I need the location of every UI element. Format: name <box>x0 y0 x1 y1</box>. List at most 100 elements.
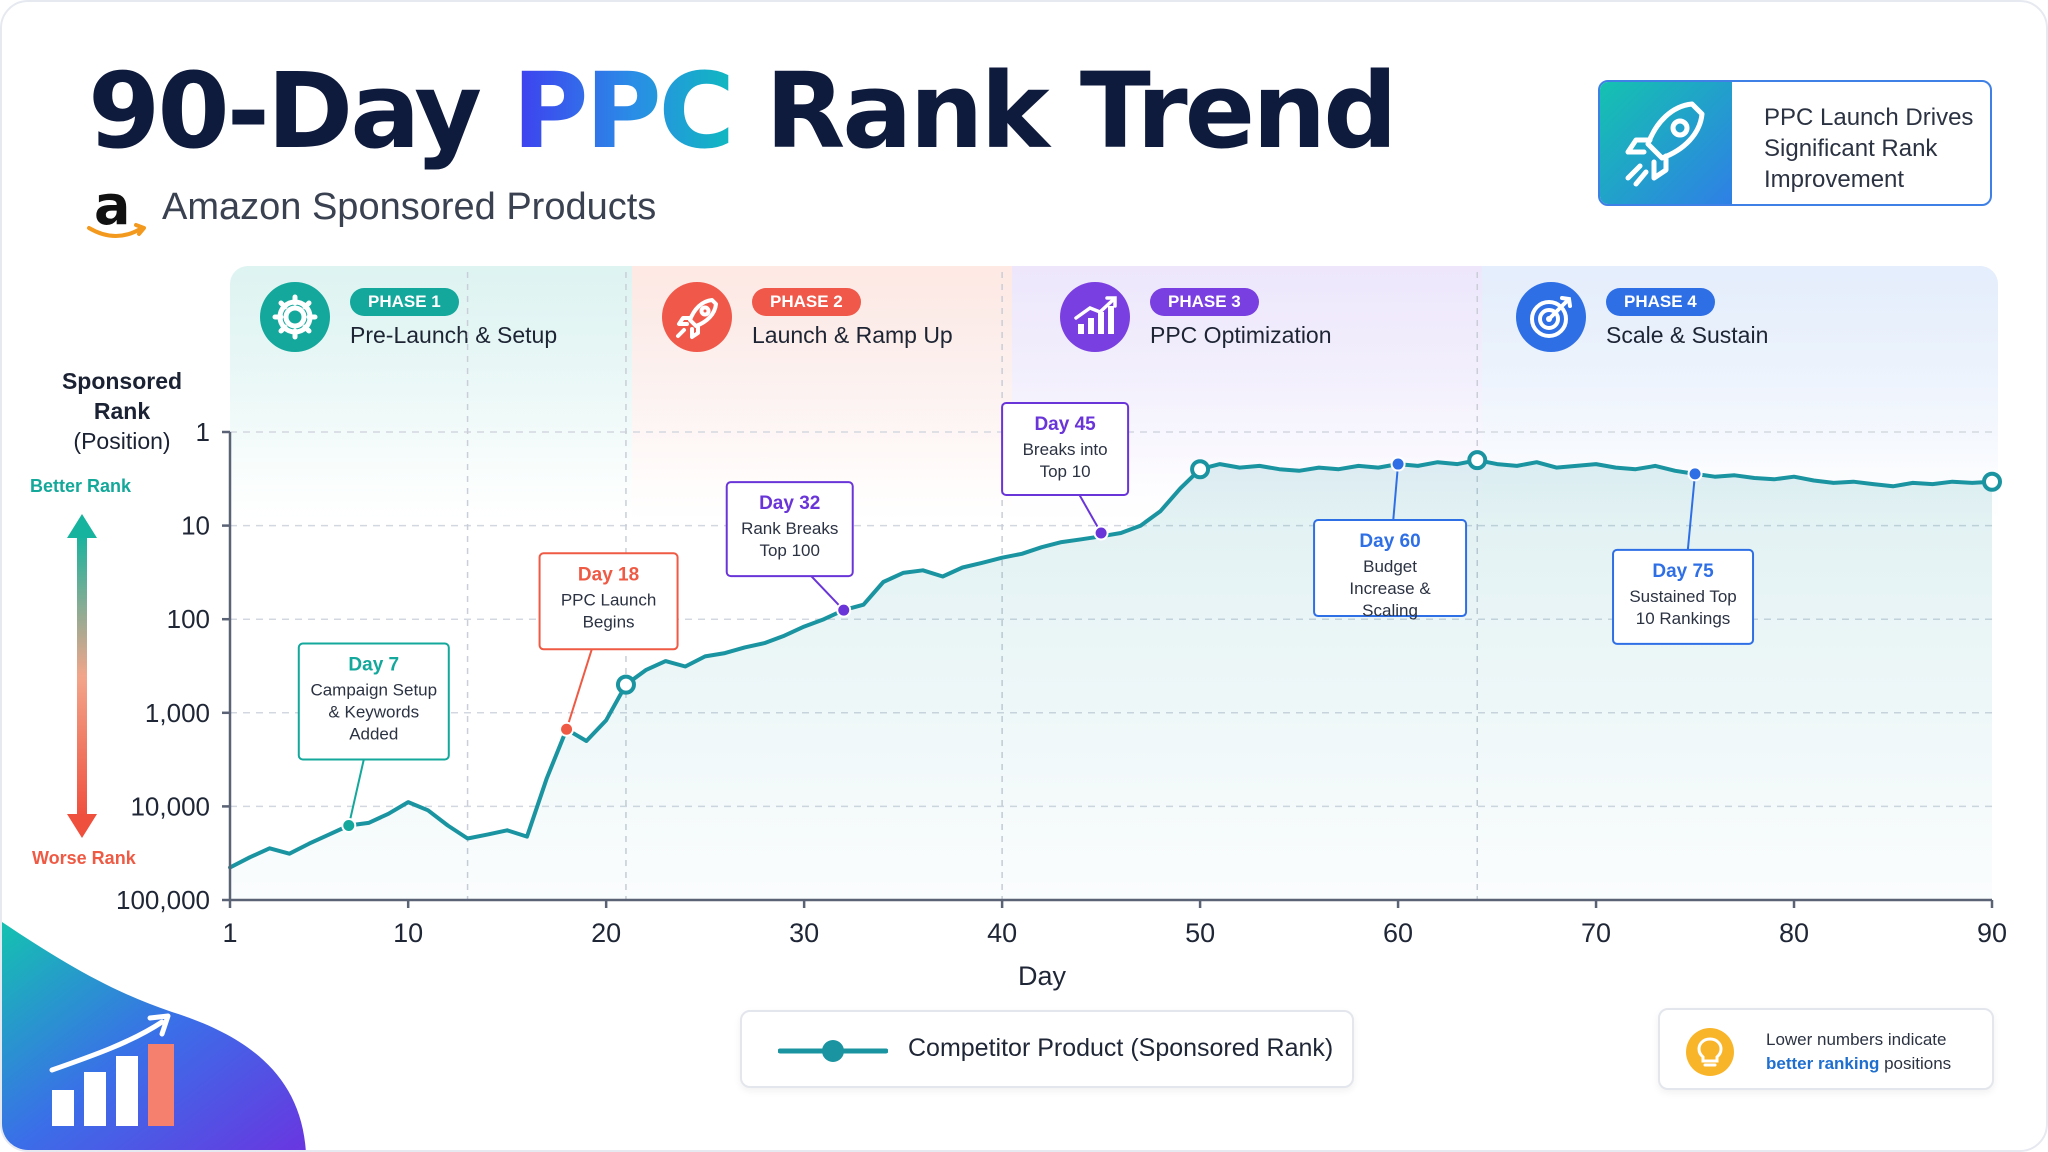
x-tick-label: 40 <box>987 918 1017 948</box>
note-pre: Lower numbers indicate <box>1766 1030 1947 1049</box>
x-tick-label: 20 <box>591 918 621 948</box>
y-axis-title: Sponsored Rank (Position) <box>32 366 212 456</box>
annotation-leader <box>1686 473 1697 550</box>
annotation-day-label: Day 7 <box>348 655 399 676</box>
annotation-text: Campaign Setup & Keywords Added <box>310 681 437 744</box>
phase-2-name: Launch & Ramp Up <box>752 322 953 348</box>
annotation-leader <box>810 575 845 611</box>
title-part-1: 90-Day <box>88 50 513 172</box>
annotation-text: Budget Increase & Scaling <box>1349 557 1431 620</box>
note-post: positions <box>1879 1054 1952 1073</box>
callout-box: PPC Launch Drives Significant Rank Impro… <box>1598 80 1992 206</box>
annotation-day-label: Day 45 <box>1034 414 1096 435</box>
x-tick-label: 60 <box>1383 918 1413 948</box>
annotation: Day 75 Sustained Top 10 Rankings <box>1612 466 1755 645</box>
annotation-day-label: Day 18 <box>578 564 639 585</box>
annotation-leader <box>347 759 365 826</box>
axes <box>228 432 1992 902</box>
rank-direction-arrow <box>67 514 97 838</box>
annotation-text: PPC Launch Begins <box>561 590 656 631</box>
annotation-box <box>725 481 854 578</box>
y-axis-title-sub: (Position) <box>73 428 171 454</box>
lightbulb-icon <box>1686 1028 1734 1076</box>
annotation-text: Breaks into Top 10 <box>1023 440 1108 481</box>
markers <box>615 450 2002 695</box>
y-tick-label: 1,000 <box>145 698 210 728</box>
x-ticks: 1 10 20 30 40 50 60 70 80 90 <box>222 900 2007 948</box>
annotation-point <box>1687 466 1703 482</box>
annotation-point <box>559 721 575 737</box>
annotation-day-label: Day 32 <box>759 493 820 514</box>
phase-1-badge: PHASE 1 <box>350 288 459 316</box>
x-axis-label: Day <box>1018 961 1067 991</box>
annotation: Day 45 Breaks into Top 10 <box>1001 402 1130 541</box>
phase-2-badge: PHASE 2 <box>752 288 861 316</box>
annotation: Day 60 Budget Increase & Scaling <box>1313 456 1468 620</box>
x-tick-label: 90 <box>1977 918 2007 948</box>
annotation-day-label: Day 75 <box>1652 561 1714 582</box>
data-point-marker <box>1190 459 1211 480</box>
phase-4-badge: PHASE 4 <box>1606 288 1715 316</box>
x-tick-label: 70 <box>1581 918 1611 948</box>
annotation: Day 32 Rank Breaks Top 100 <box>725 481 854 618</box>
annotation-box <box>297 642 450 761</box>
title-ppc-highlight: PPC <box>512 50 735 172</box>
bar-chart-icon <box>1060 282 1130 352</box>
title-part-3: Rank Trend <box>731 50 1397 172</box>
phase-4-name: Scale & Sustain <box>1606 322 1769 348</box>
y-axis-title-main: Sponsored Rank <box>61 368 183 424</box>
annotation-box <box>1612 548 1755 645</box>
note-box: Lower numbers indicate better ranking po… <box>1658 1008 1994 1090</box>
annotation-leader <box>1392 463 1400 521</box>
annotation-text: Rank Breaks Top 100 <box>741 519 838 560</box>
annotation: Day 7 Campaign Setup & Keywords Added <box>297 642 450 834</box>
y-tick-label: 100,000 <box>116 885 210 915</box>
gear-icon <box>260 282 330 352</box>
x-tick-label: 50 <box>1185 918 1215 948</box>
target-icon <box>1516 282 1586 352</box>
page-title: 90-Day PPC Rank Trend <box>88 50 1398 172</box>
annotation-text: Sustained Top 10 Rankings <box>1629 587 1736 628</box>
note-highlight: better ranking <box>1766 1054 1880 1073</box>
annotation-box <box>1313 519 1468 618</box>
note-text: Lower numbers indicate better ranking po… <box>1766 1028 1986 1076</box>
amazon-logo-icon: a <box>86 174 148 240</box>
annotation-point <box>836 602 852 618</box>
data-point-marker <box>1982 471 2002 492</box>
page-subtitle: Amazon Sponsored Products <box>162 186 657 228</box>
annotation-point <box>1390 456 1406 472</box>
phase-3-badge: PHASE 3 <box>1150 288 1259 316</box>
series-area <box>230 460 1992 900</box>
legend-swatch <box>778 1040 888 1062</box>
amazon-logo-letter: a <box>94 174 131 237</box>
annotation-box <box>1001 402 1130 497</box>
annotation: Day 18 PPC Launch Begins <box>538 552 679 737</box>
annotation-box <box>538 552 679 651</box>
x-tick-label: 30 <box>789 918 819 948</box>
legend-label: Competitor Product (Sponsored Rank) <box>908 1034 1334 1062</box>
x-tick-label: 10 <box>393 918 423 948</box>
phase-3-name: PPC Optimization <box>1150 322 1332 348</box>
callout-text: PPC Launch Drives Significant Rank Impro… <box>1764 104 1974 193</box>
y-tick-label: 100 <box>167 604 210 634</box>
growth-chart-icon <box>2 922 306 1150</box>
rocket-icon <box>662 282 732 352</box>
rocket-icon <box>1600 82 1732 204</box>
y-tick-label: 1 <box>196 417 210 447</box>
better-rank-label: Better Rank <box>30 476 132 496</box>
worse-rank-label: Worse Rank <box>32 848 136 868</box>
data-point-marker <box>1467 450 1488 471</box>
annotation-point <box>341 818 357 834</box>
annotation-day-label: Day 60 <box>1359 531 1420 552</box>
data-point-marker <box>615 674 636 695</box>
y-tick-label: 10,000 <box>130 791 210 821</box>
x-tick-label: 1 <box>222 918 237 948</box>
annotations: Day 7 Campaign Setup & Keywords Added Day 18… <box>297 402 1755 834</box>
y-ticks: 1 10 100 1,000 10,000 100,000 <box>116 417 230 915</box>
x-tick-label: 80 <box>1779 918 1809 948</box>
phase-1-name: Pre-Launch & Setup <box>350 322 558 348</box>
y-tick-label: 10 <box>181 511 210 541</box>
annotation-leader <box>565 648 593 730</box>
